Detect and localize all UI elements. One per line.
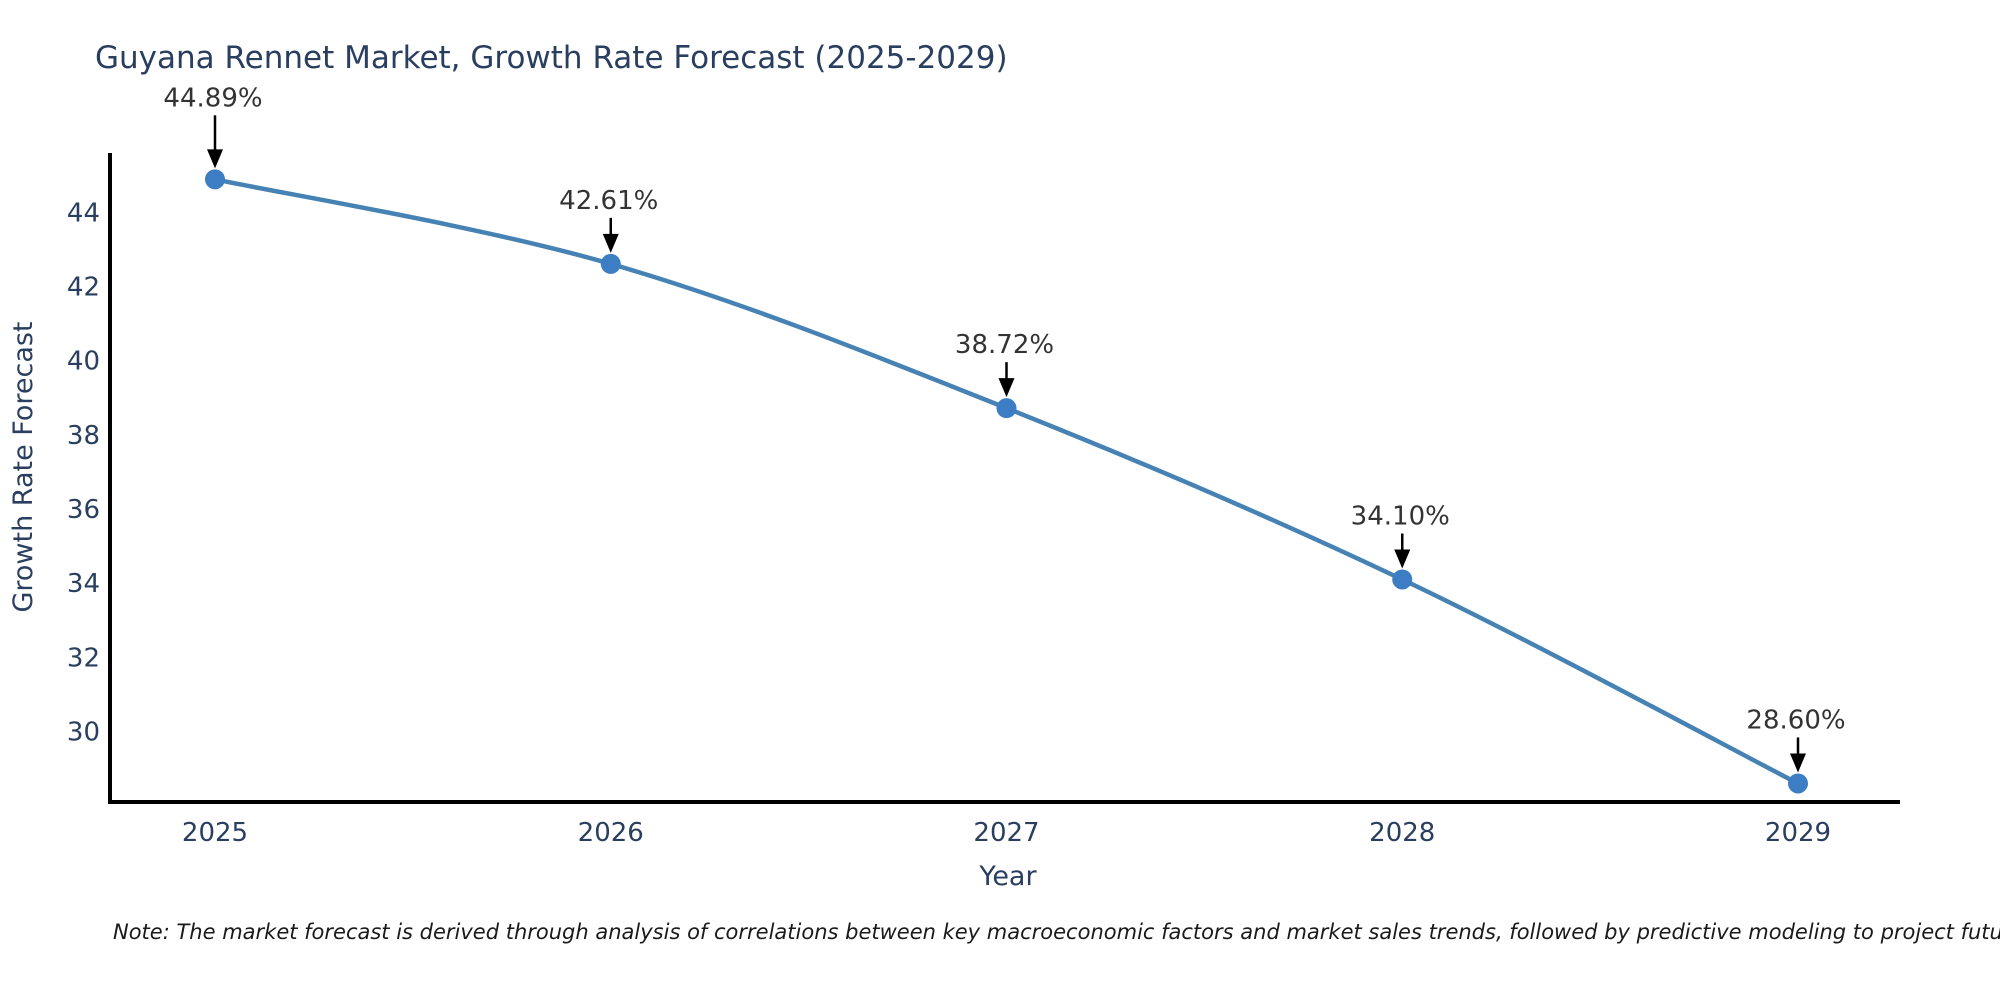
data-point: [1788, 773, 1808, 794]
footnote: Note: The market forecast is derived thr…: [113, 920, 2000, 944]
annotation-arrow-head: [998, 378, 1015, 398]
y-tick-label: 32: [67, 643, 100, 673]
y-tick-label: 34: [67, 569, 100, 599]
point-annotation-label: 44.89%: [163, 83, 262, 113]
chart-title: Guyana Rennet Market, Growth Rate Foreca…: [95, 40, 1008, 76]
y-tick-label: 44: [67, 198, 100, 228]
y-tick-label: 36: [67, 495, 100, 525]
x-tick-label: 2027: [973, 818, 1039, 848]
data-point: [1392, 569, 1413, 590]
data-point: [996, 398, 1017, 419]
data-point: [205, 169, 225, 190]
x-tick-label: 2026: [578, 818, 644, 848]
x-axis-title: Year: [978, 861, 1037, 892]
y-tick-label: 38: [67, 421, 100, 451]
data-point: [600, 253, 621, 274]
point-annotation-label: 28.60%: [1746, 705, 1845, 735]
point-annotation-label: 42.61%: [559, 186, 658, 216]
x-tick-label: 2025: [182, 818, 248, 848]
y-tick-label: 30: [67, 718, 100, 748]
annotation-arrow-head: [1790, 753, 1806, 773]
y-axis-title: Growth Rate Forecast: [8, 321, 39, 612]
point-annotation-label: 34.10%: [1351, 501, 1450, 531]
annotation-arrow-head: [1394, 549, 1411, 569]
x-tick-label: 2029: [1765, 818, 1831, 848]
annotation-arrow-head: [602, 233, 619, 253]
annotation-arrow-head: [207, 149, 223, 169]
y-tick-label: 40: [67, 347, 100, 377]
y-tick-label: 42: [67, 273, 100, 303]
x-tick-label: 2028: [1369, 818, 1435, 848]
point-annotation-label: 38.72%: [955, 330, 1054, 360]
series-line: [212, 177, 1801, 786]
